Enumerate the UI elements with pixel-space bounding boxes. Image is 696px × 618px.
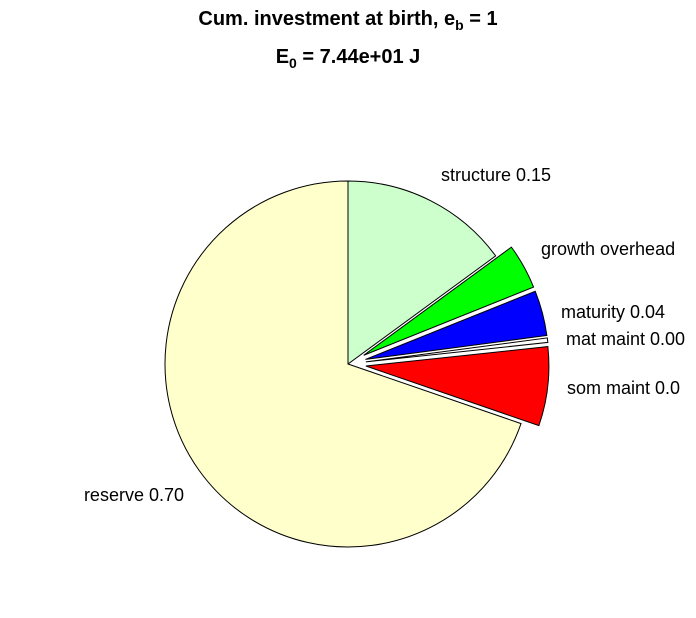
pie-slices (164, 180, 550, 548)
chart-title-line-1: Cum. investment at birth, eb = 1 (198, 8, 498, 33)
pie-slice-label-3: mat maint 0.00 (566, 329, 685, 349)
pie-slice-5 (164, 180, 522, 548)
pie-slice-3 (365, 337, 549, 363)
pie-slice-label-0: structure 0.15 (441, 165, 551, 185)
pie-slice-label-1: growth overhead (541, 239, 675, 259)
pie-slice-0 (347, 180, 497, 365)
chart-title-line-2: E0 = 7.44e+01 J (275, 46, 421, 71)
pie-slice-label-4: som maint 0.0 (567, 378, 680, 398)
pie-slice-label-2: maturity 0.04 (561, 302, 665, 322)
pie-slice-2 (365, 290, 548, 360)
pie-slice-4 (365, 346, 550, 427)
pie-slice-1 (363, 246, 535, 356)
pie-slice-label-5: reserve 0.70 (84, 485, 184, 505)
pie-labels: structure 0.15 growth overhead maturity 0.… (84, 165, 685, 505)
